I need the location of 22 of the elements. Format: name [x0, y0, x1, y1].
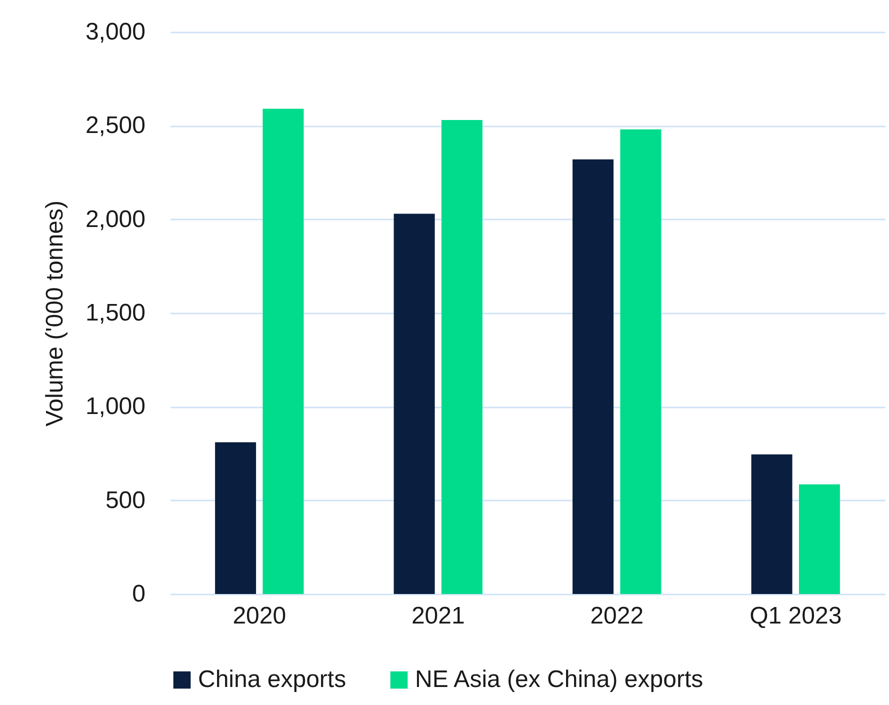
y-tick-label: 500 [105, 486, 146, 514]
x-tick-label: Q1 2023 [750, 602, 842, 630]
y-tick-label: 1,500 [85, 300, 146, 326]
bar [262, 108, 304, 594]
bar [394, 214, 435, 594]
legend-label: China exports [198, 666, 346, 693]
legend-label: NE Asia (ex China) exports [415, 666, 704, 693]
x-tick-label: 2022 [590, 602, 644, 630]
y-tick-label: 2,500 [85, 112, 146, 140]
x-tick-label: 2020 [232, 602, 286, 630]
y-tick-label: 3,000 [85, 18, 146, 46]
y-axis-title: Volume ('000 tonnes) [41, 200, 68, 427]
x-tick-label: 2021 [411, 602, 465, 630]
y-tick-label: 1,000 [85, 393, 146, 420]
bar [620, 129, 662, 594]
bar [798, 484, 840, 594]
y-tick-label: 0 [132, 580, 146, 608]
bar [441, 120, 482, 594]
y-tick-label: 2,000 [85, 206, 146, 233]
bar [215, 442, 256, 594]
bar [572, 159, 614, 594]
bar [751, 454, 792, 594]
